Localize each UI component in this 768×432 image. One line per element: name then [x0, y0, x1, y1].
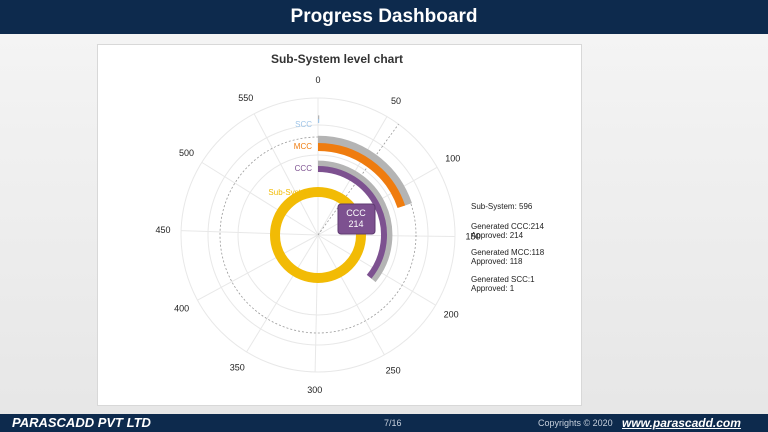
value-bar-ccc[interactable]: [317, 166, 387, 279]
grid-spoke: [246, 234, 319, 353]
grid-spoke: [181, 230, 319, 236]
summary-ccc-generated: Generated CCC:214: [471, 222, 544, 231]
grid-spoke: [317, 234, 385, 356]
grid-spoke: [201, 161, 319, 236]
grid-spoke: [197, 234, 319, 301]
chart-title: Sub-System level chart: [271, 52, 403, 66]
tooltip-label: CCC: [346, 208, 366, 218]
grid-spoke: [253, 113, 319, 236]
radial-bar-chart: Sub-System level chart SCC MCC CCC Sub-Syst…: [156, 52, 545, 395]
tooltip-box: [337, 203, 376, 235]
company-name: PARASCADD PVT LTD: [12, 415, 151, 430]
tooltip-value: 214: [348, 219, 363, 229]
copyright-text: Copyrights © 2020: [538, 418, 613, 428]
summary-mcc-generated: Generated MCC:118: [471, 248, 545, 257]
approved-bar-ccc: [317, 160, 393, 283]
summary-ccc-approved: Approved: 214: [471, 231, 524, 240]
category-label-mcc: MCC: [294, 142, 312, 151]
tick-label-0: 0: [315, 75, 320, 85]
tick-label-150: 150: [465, 232, 480, 242]
page-title: Progress Dashboard: [0, 0, 768, 34]
tick-label-500: 500: [179, 148, 194, 158]
category-label-ccc: CCC: [295, 164, 313, 173]
website-link[interactable]: www.parascadd.com: [622, 416, 741, 430]
tick-label-250: 250: [386, 366, 401, 376]
tick-label-100: 100: [445, 153, 460, 163]
tick-label-50: 50: [391, 96, 401, 106]
category-label-sub-system: Sub-System: [268, 188, 312, 197]
summary-sub-system: Sub-System: 596: [471, 202, 533, 211]
summary-mcc-approved: Approved: 118: [471, 257, 523, 266]
approved-bar-mcc: [317, 135, 412, 206]
category-label-scc: SCC: [295, 120, 312, 129]
tick-label-450: 450: [156, 225, 171, 235]
grid-spoke: [314, 234, 319, 372]
tick-label-200: 200: [444, 309, 459, 319]
chart-card: Sub-System level chart SCC MCC CCC Sub-Syst…: [97, 44, 582, 406]
value-bar-mcc[interactable]: [317, 143, 406, 209]
tick-label-300: 300: [307, 385, 322, 395]
page-number: 7/16: [384, 418, 402, 428]
tooltip-ccc: CCC 214: [337, 203, 376, 235]
summary-scc-approved: Approved: 1: [471, 284, 515, 293]
footer-bar: PARASCADD PVT LTD 7/16 Copyrights © 2020…: [0, 414, 768, 432]
tick-label-400: 400: [174, 304, 189, 314]
tick-label-350: 350: [230, 362, 245, 372]
summary-scc-generated: Generated SCC:1: [471, 275, 535, 284]
tick-label-550: 550: [238, 93, 253, 103]
